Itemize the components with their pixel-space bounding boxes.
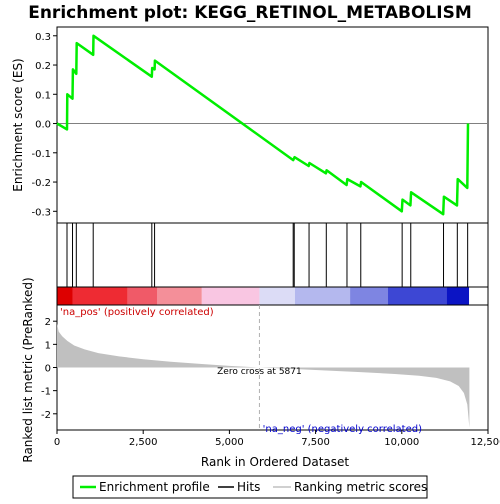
metric-y-tick-label: 1: [45, 340, 51, 351]
chart-title: Enrichment plot: KEGG_RETINOL_METABOLISM: [28, 3, 472, 23]
metric-y-tick-label: -2: [41, 410, 51, 421]
colorbar-segment: [350, 287, 388, 305]
x-tick-label: 0: [54, 437, 60, 448]
es-y-tick-label: -0.3: [31, 207, 51, 218]
es-y-tick-label: 0.3: [35, 32, 51, 43]
legend: Enrichment profile Hits Ranking metric s…: [73, 476, 427, 498]
x-axis-label: Rank in Ordered Dataset: [201, 455, 349, 469]
colorbar-segment: [388, 287, 447, 305]
es-y-axis-label: Enrichment score (ES): [11, 58, 25, 191]
x-tick-label: 5,000: [215, 437, 244, 448]
colorbar-segment: [259, 287, 294, 305]
es-y-tick-label: -0.1: [31, 149, 51, 160]
colorbar-segment: [202, 287, 260, 305]
metric-y-axis-label: Ranked list metric (PreRanked): [21, 277, 35, 462]
metric-y-axis: -2 -1 0 1 2: [41, 317, 57, 421]
negative-correlation-label: 'na_neg' (negatively correlated): [263, 424, 422, 435]
colorbar-segment: [73, 287, 128, 305]
x-tick-label: 10,000: [384, 437, 419, 448]
legend-label-hits: Hits: [237, 480, 260, 494]
hits-panel: [57, 223, 488, 287]
es-y-tick-label: -0.2: [31, 178, 51, 189]
metric-panel: -2 -1 0 1 2 Ranked list metric (PreRanked) '…: [21, 277, 488, 462]
metric-y-tick-label: 2: [45, 317, 51, 328]
x-tick-label: 7,500: [301, 437, 330, 448]
metric-y-tick-label: 0: [45, 364, 51, 375]
x-tick-label: 12,500: [471, 437, 500, 448]
legend-label-enrichment-profile: Enrichment profile: [99, 480, 210, 494]
zero-cross-label: Zero cross at 5871: [217, 367, 302, 377]
colorbar-segment: [295, 287, 350, 305]
metric-y-tick-label: -1: [41, 387, 51, 398]
hits-panel-frame: [57, 223, 488, 287]
colorbar-segment: [128, 287, 157, 305]
x-tick-label: 2,500: [129, 437, 158, 448]
es-y-axis: -0.3 -0.2 -0.1 0.0 0.1 0.2 0.3: [31, 32, 57, 219]
es-panel: -0.3 -0.2 -0.1 0.0 0.1 0.2 0.3 Enrichment scor…: [11, 27, 488, 223]
colorbar-segment: [157, 287, 202, 305]
ranking-colorbar: [57, 287, 469, 305]
es-y-tick-label: 0.2: [35, 61, 51, 72]
positive-correlation-label: 'na_pos' (positively correlated): [60, 307, 214, 318]
es-y-tick-label: 0.1: [35, 90, 51, 101]
colorbar-segment: [447, 287, 469, 305]
legend-label-ranking-metric-scores: Ranking metric scores: [294, 480, 427, 494]
es-y-tick-label: 0.0: [35, 120, 51, 131]
colorbar-segment: [57, 287, 73, 305]
